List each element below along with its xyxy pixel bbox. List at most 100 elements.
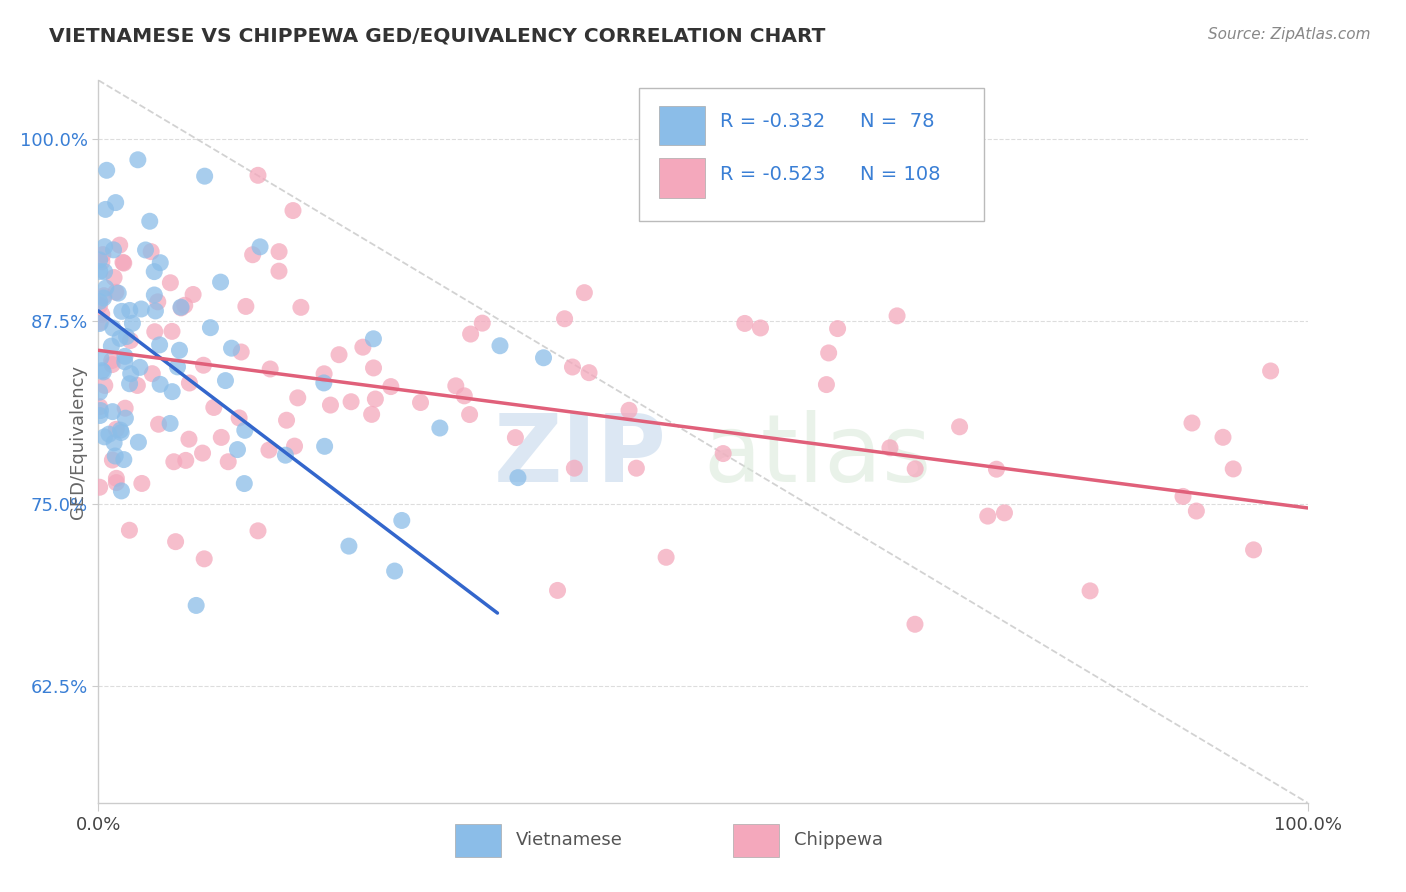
Point (287, 391, 309, 405)
Point (267, 244, 290, 259)
Point (384, 564, 406, 578)
Point (986, 462, 1008, 476)
Point (364, 392, 387, 406)
Point (104, 449, 127, 463)
Point (141, 244, 163, 259)
Point (283, 439, 305, 453)
Text: R = -0.332: R = -0.332 (720, 112, 825, 131)
Point (112, 256, 135, 270)
Point (202, 401, 225, 415)
Text: Vietnamese: Vietnamese (516, 831, 623, 849)
Point (93, 265, 115, 279)
Point (118, 523, 141, 537)
Point (246, 524, 269, 538)
FancyBboxPatch shape (638, 87, 984, 221)
Text: Chippewa: Chippewa (793, 831, 883, 849)
FancyBboxPatch shape (456, 824, 501, 857)
Point (89, 403, 111, 417)
Point (160, 384, 183, 399)
Point (276, 413, 298, 427)
Point (141, 367, 163, 381)
Point (749, 321, 772, 335)
Point (165, 534, 187, 549)
Point (89, 385, 111, 400)
Point (98, 427, 121, 442)
Point (231, 345, 253, 359)
Point (146, 294, 169, 309)
Point (115, 329, 138, 343)
Point (100, 353, 122, 368)
Point (89, 317, 111, 331)
Point (143, 325, 166, 339)
Point (444, 379, 467, 393)
Point (89, 298, 111, 312)
Point (91, 247, 114, 261)
Point (111, 255, 134, 269)
Point (1243, 542, 1265, 557)
Point (257, 443, 280, 458)
Point (319, 398, 342, 412)
Point (181, 287, 204, 301)
Point (149, 338, 172, 352)
Point (108, 238, 131, 252)
Point (200, 320, 222, 334)
Text: R = -0.523: R = -0.523 (720, 165, 825, 184)
Point (235, 300, 257, 314)
Point (363, 332, 385, 346)
Point (948, 419, 970, 434)
FancyBboxPatch shape (659, 105, 706, 145)
Point (360, 408, 382, 422)
Point (145, 304, 167, 318)
Point (101, 404, 124, 418)
Point (363, 360, 385, 375)
Point (166, 359, 188, 374)
Point (112, 452, 135, 467)
Point (352, 340, 374, 354)
Point (233, 476, 256, 491)
Point (93, 240, 115, 254)
Point (101, 358, 124, 372)
Point (815, 377, 838, 392)
Point (561, 359, 583, 374)
Point (148, 417, 170, 432)
Point (163, 455, 186, 469)
Point (340, 394, 363, 409)
Point (121, 316, 143, 330)
Point (209, 430, 232, 444)
Point (103, 435, 125, 450)
FancyBboxPatch shape (734, 824, 779, 857)
Point (626, 461, 648, 475)
Point (817, 346, 839, 360)
Point (114, 349, 136, 363)
Point (90, 254, 112, 268)
Point (533, 351, 555, 365)
Point (193, 358, 215, 372)
Point (214, 374, 236, 388)
Point (143, 265, 166, 279)
Point (103, 270, 125, 285)
Point (131, 476, 153, 491)
Point (93, 291, 115, 305)
Point (170, 301, 193, 315)
Point (993, 506, 1015, 520)
Point (110, 425, 132, 440)
Point (177, 432, 200, 446)
Point (127, 435, 149, 450)
Point (89, 480, 111, 494)
Point (554, 311, 576, 326)
Point (409, 395, 432, 409)
Point (114, 411, 136, 425)
Point (101, 321, 124, 335)
Point (105, 471, 128, 485)
Point (564, 461, 586, 475)
Point (314, 367, 336, 381)
Point (267, 264, 290, 278)
Point (1185, 504, 1208, 518)
Point (233, 423, 256, 437)
Point (118, 303, 141, 318)
Point (91, 365, 114, 379)
Point (886, 309, 908, 323)
Point (879, 441, 901, 455)
Point (904, 617, 927, 632)
Point (505, 431, 527, 445)
